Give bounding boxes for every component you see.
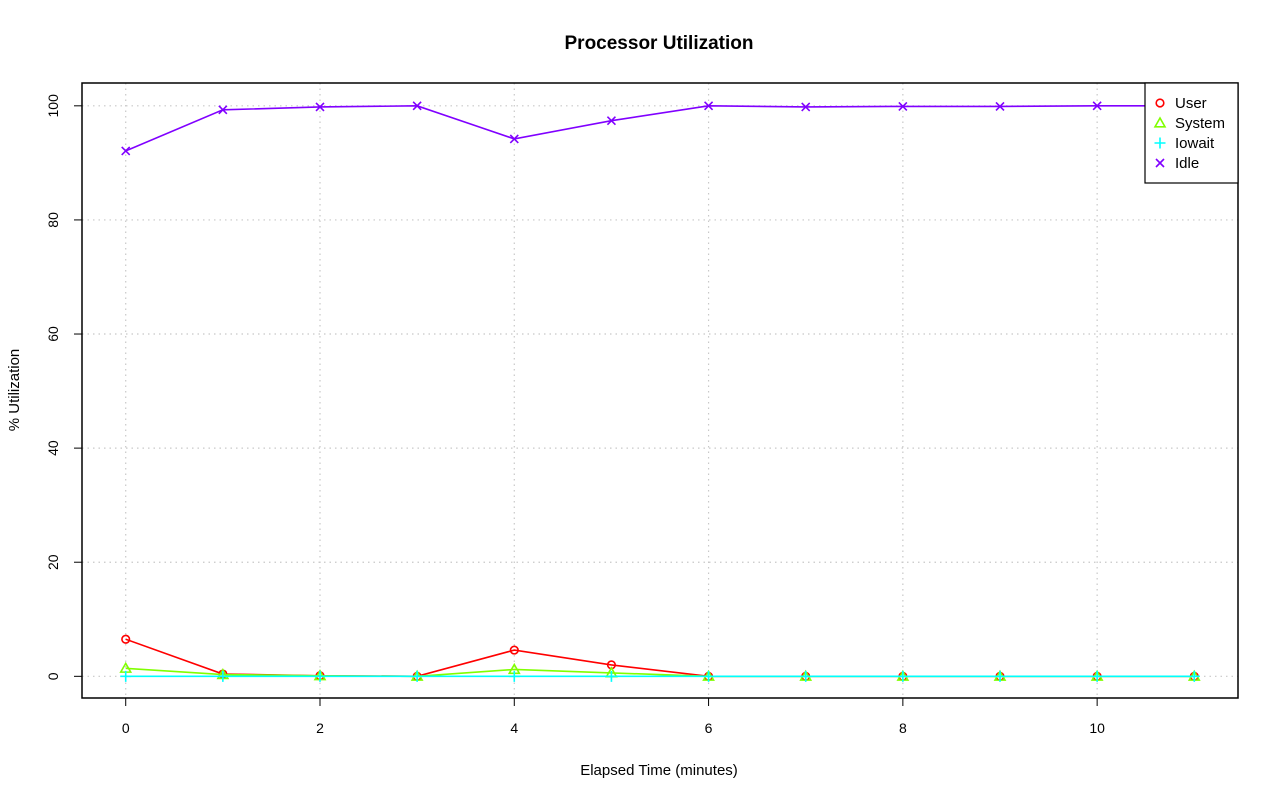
data-point-iowait	[1188, 670, 1200, 682]
data-point-iowait	[314, 670, 326, 682]
data-point-idle	[121, 146, 131, 156]
series-user	[121, 634, 1199, 681]
data-point-iowait	[120, 670, 132, 682]
series-idle	[121, 101, 1199, 156]
grid-layer	[82, 83, 1238, 698]
series-system	[119, 661, 1201, 681]
y-tick-label: 40	[45, 440, 61, 456]
data-point-idle	[704, 101, 714, 111]
series-iowait	[120, 670, 1200, 682]
x-axis: 0 2 4 6 8 10	[122, 698, 1105, 736]
y-tick-label: 20	[45, 554, 61, 570]
data-point-idle	[412, 101, 422, 111]
data-point-idle	[801, 102, 811, 112]
y-axis: 0 20 40 60 80 100	[45, 94, 82, 680]
legend-label-user: User	[1175, 95, 1207, 112]
x-tick-label: 4	[510, 720, 518, 736]
data-point-iowait	[217, 670, 229, 682]
x-axis-label: Elapsed Time (minutes)	[580, 762, 738, 779]
y-tick-label: 100	[45, 94, 61, 118]
legend-marker-user	[1155, 98, 1165, 108]
plot-frame	[81, 82, 1239, 699]
y-tick-label: 80	[45, 212, 61, 228]
y-tick-label: 60	[45, 326, 61, 342]
x-tick-label: 6	[705, 720, 713, 736]
x-tick-label: 10	[1089, 720, 1105, 736]
data-point-user	[121, 634, 131, 644]
data-point-idle	[1092, 101, 1102, 111]
legend-marker-iowait	[1154, 137, 1166, 149]
data-point-iowait	[1091, 670, 1103, 682]
data-point-idle	[509, 134, 519, 144]
chart-title: Processor Utilization	[565, 33, 754, 54]
data-point-idle	[218, 105, 228, 115]
y-axis-label: % Utilization	[6, 349, 23, 432]
legend-label-idle: Idle	[1175, 155, 1199, 172]
data-point-iowait	[897, 670, 909, 682]
legend-marker-idle	[1155, 158, 1165, 168]
data-point-system	[119, 661, 133, 673]
data-point-iowait	[508, 670, 520, 682]
legend: User System Iowait Idle	[1144, 82, 1239, 184]
data-point-idle	[898, 101, 908, 111]
x-tick-label: 0	[122, 720, 130, 736]
legend-label-system: System	[1175, 115, 1225, 132]
x-tick-label: 8	[899, 720, 907, 736]
data-point-user	[509, 645, 519, 655]
data-point-iowait	[994, 670, 1006, 682]
series-line-user	[125, 638, 1195, 678]
series-line-idle	[125, 105, 1195, 152]
data-point-iowait	[703, 670, 715, 682]
data-point-iowait	[605, 670, 617, 682]
x-tick-label: 2	[316, 720, 324, 736]
legend-marker-system	[1153, 116, 1167, 128]
data-point-iowait	[800, 670, 812, 682]
data-point-idle	[606, 116, 616, 126]
y-tick-label: 0	[45, 672, 61, 680]
data-point-iowait	[411, 670, 423, 682]
series-line-system	[125, 667, 1195, 678]
data-point-idle	[315, 102, 325, 112]
legend-label-iowait: Iowait	[1175, 135, 1215, 152]
data-point-idle	[995, 101, 1005, 111]
series-layer	[119, 101, 1201, 682]
